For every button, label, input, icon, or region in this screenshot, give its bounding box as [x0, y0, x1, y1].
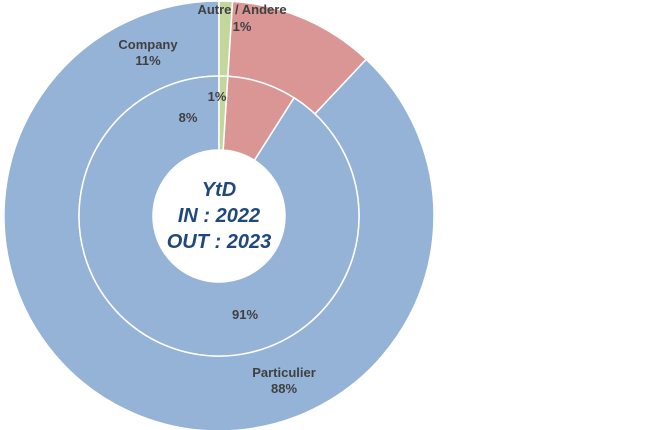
center-text-ytd: YtD: [202, 179, 236, 201]
outer-value-label-autre-andere: 1%: [233, 19, 252, 34]
category-label-particulier: Particulier: [252, 365, 316, 380]
inner-value-label-autre-andere: 1%: [208, 89, 227, 104]
outer-value-label-particulier: 88%: [271, 381, 297, 396]
category-label-company: Company: [118, 37, 178, 52]
category-label-autre-andere: Autre / Andere: [197, 2, 286, 17]
center-text-out: OUT : 2023: [167, 231, 271, 253]
center-hole: [153, 150, 285, 282]
inner-value-label-company: 8%: [179, 110, 198, 125]
inner-slice-particulier: [78, 75, 360, 357]
outer-value-label-company: 11%: [135, 53, 161, 68]
inner-value-label-particulier: 91%: [232, 307, 258, 322]
center-text-in: IN : 2022: [178, 205, 260, 227]
